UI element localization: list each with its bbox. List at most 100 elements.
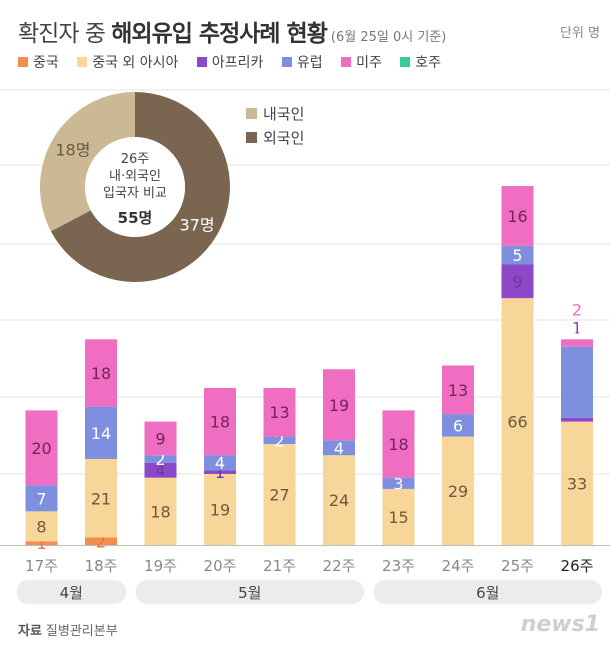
source-text: 질병관리본부 bbox=[45, 624, 118, 639]
bar-segment bbox=[442, 414, 474, 437]
bar-segment bbox=[85, 537, 117, 545]
title-note: (6월 25일 0시 기준) bbox=[330, 30, 447, 45]
bar-segment bbox=[561, 346, 593, 418]
bar-segment bbox=[323, 440, 355, 456]
legend-label: 미주 bbox=[356, 55, 382, 71]
x-tick-label: 18주 bbox=[85, 557, 118, 575]
bar-segment bbox=[25, 541, 58, 545]
news1-logo: news1 bbox=[520, 612, 600, 637]
bar-segment bbox=[204, 455, 236, 471]
legend-item-africa: 아프리카 bbox=[196, 52, 263, 72]
legend-item-china: 중국 bbox=[18, 52, 59, 72]
donut-legend-swatch bbox=[246, 108, 257, 119]
donut-center-text: 26주 bbox=[121, 152, 150, 167]
bar-value-label: 13 bbox=[448, 381, 468, 400]
legend-item-americas: 미주 bbox=[341, 52, 382, 72]
donut-center-text: 입국자 비교 bbox=[103, 186, 167, 201]
bar-value-label: 9 bbox=[155, 429, 165, 448]
legend-item-asia: 중국 외 아시아 bbox=[77, 52, 178, 72]
bar-segment bbox=[25, 485, 58, 512]
bar-segment bbox=[382, 488, 415, 545]
unit-label: 단위 명 bbox=[559, 26, 600, 41]
bar-value-label: 13 bbox=[269, 403, 289, 422]
bar-segment bbox=[561, 339, 593, 347]
bar-value-label: 4 bbox=[155, 461, 165, 480]
bar-value-label: 18 bbox=[210, 413, 230, 432]
bar-segment bbox=[85, 339, 117, 407]
chart-title: 확진자 중 해외유입 추정사례 현황 (6월 25일 0시 기준) bbox=[18, 14, 598, 50]
source-label: 자료 bbox=[18, 624, 42, 639]
donut-slice bbox=[39, 92, 135, 232]
bar-value-label: 5 bbox=[512, 246, 522, 265]
bar-value-label: 33 bbox=[567, 474, 587, 493]
month-pill bbox=[16, 580, 126, 604]
legend-swatch bbox=[400, 57, 411, 67]
bar-value-label: 2 bbox=[274, 431, 284, 450]
bar-value-label: 27 bbox=[269, 486, 289, 505]
bar-value-label: 19 bbox=[567, 318, 587, 337]
title-bold: 해외유입 추정사례 현황 bbox=[111, 21, 328, 47]
bar-segment bbox=[263, 444, 296, 545]
title-light: 확진자 중 bbox=[18, 21, 112, 47]
x-tick-label: 26주 bbox=[561, 557, 594, 575]
x-tick-label: 24주 bbox=[442, 557, 475, 575]
bar-value-label: 19 bbox=[210, 500, 230, 519]
bar-value-label: 18 bbox=[388, 435, 408, 454]
donut-center-total: 55명 bbox=[118, 209, 153, 227]
bar-value-label: 4 bbox=[215, 454, 225, 473]
bar-value-label: 6 bbox=[453, 416, 463, 435]
x-tick-label: 23주 bbox=[382, 557, 415, 575]
bar-segment bbox=[144, 477, 177, 545]
legend-label: 유럽 bbox=[296, 55, 323, 71]
bar-segment bbox=[323, 369, 355, 441]
legend-label: 중국 외 아시아 bbox=[92, 55, 179, 71]
bar-segment bbox=[501, 185, 534, 246]
bar-segment bbox=[501, 245, 534, 265]
bar-segment bbox=[442, 436, 474, 545]
bar-value-label: 1 bbox=[36, 534, 46, 553]
bar-segment bbox=[263, 436, 296, 445]
bar-value-label: 3 bbox=[393, 474, 403, 493]
x-tick-label: 21주 bbox=[263, 557, 296, 575]
bar-segment bbox=[382, 477, 415, 489]
bar-segment bbox=[85, 406, 117, 459]
bar-segment bbox=[144, 455, 177, 463]
bar-value-label: 1 bbox=[215, 463, 225, 482]
legend-swatch bbox=[281, 57, 292, 67]
x-tick-label: 20주 bbox=[204, 557, 237, 575]
month-pill bbox=[135, 580, 364, 604]
bar-segment bbox=[85, 458, 117, 538]
bar-segment bbox=[382, 410, 415, 478]
x-tick-label: 25주 bbox=[501, 557, 534, 575]
legend-label: 호주 bbox=[415, 55, 442, 71]
bar-segment bbox=[204, 470, 236, 474]
bar-value-label: 14 bbox=[91, 424, 111, 443]
legend: 중국 중국 외 아시아 아프리카 유럽 미주 호주 bbox=[18, 52, 455, 72]
bar-value-label: 2 bbox=[96, 532, 106, 551]
bar-value-label: 1 bbox=[572, 318, 582, 337]
x-tick-label: 19주 bbox=[144, 557, 177, 575]
bar-value-label: 2 bbox=[155, 450, 165, 469]
donut-hole bbox=[85, 137, 185, 237]
bar-value-label: 18 bbox=[91, 364, 111, 383]
bar-value-label: 15 bbox=[388, 508, 408, 527]
donut-slice bbox=[50, 92, 231, 283]
month-label: 5월 bbox=[238, 584, 261, 602]
bar-segment bbox=[323, 455, 355, 545]
legend-label: 중국 bbox=[33, 55, 59, 71]
bar-value-label: 19 bbox=[329, 396, 349, 415]
bar-value-label: 8 bbox=[36, 517, 46, 536]
x-tick-label: 17주 bbox=[25, 557, 58, 575]
bar-segment bbox=[561, 417, 593, 422]
donut-legend-label: 내국인 bbox=[263, 105, 304, 123]
bar-segment bbox=[501, 264, 534, 299]
bar-value-label: 16 bbox=[507, 207, 527, 226]
donut-slice-label: 18명 bbox=[55, 141, 90, 160]
bar-segment bbox=[501, 298, 534, 545]
legend-swatch bbox=[341, 57, 352, 67]
donut-center-text: 내·외국인 bbox=[109, 169, 161, 184]
bar-value-label: 20 bbox=[31, 439, 51, 458]
month-pill bbox=[373, 580, 602, 604]
bar-value-label: 4 bbox=[334, 439, 344, 458]
bar-segment bbox=[204, 387, 236, 456]
